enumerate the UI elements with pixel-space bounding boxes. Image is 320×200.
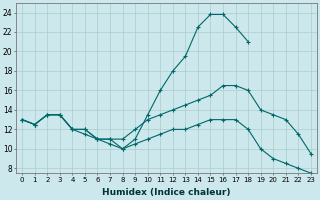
X-axis label: Humidex (Indice chaleur): Humidex (Indice chaleur) (102, 188, 231, 197)
